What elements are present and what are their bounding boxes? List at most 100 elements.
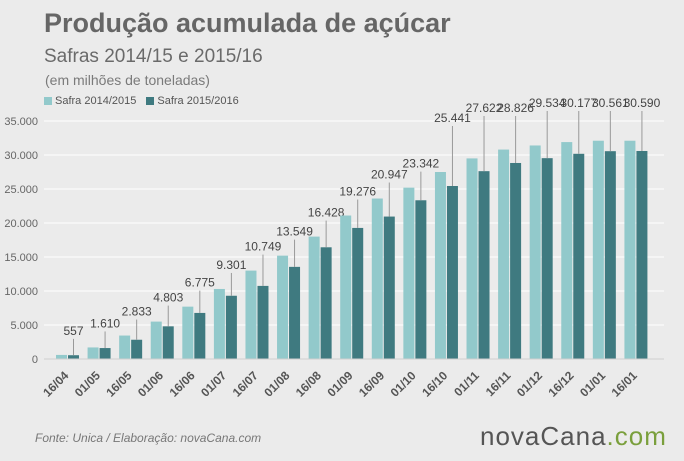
x-tick-label: 16/07 — [230, 368, 261, 399]
x-tick-label: 16/09 — [356, 368, 387, 399]
x-tick-label: 16/10 — [419, 368, 450, 399]
data-label: 30.590 — [624, 96, 661, 110]
y-tick-label: 35.000 — [4, 116, 38, 128]
bar-series2 — [383, 216, 395, 359]
y-tick-label: 25.000 — [4, 184, 38, 196]
bar-series2 — [257, 285, 269, 359]
x-tick-label: 01/08 — [261, 368, 292, 399]
legend-item-series1: Safra 2014/2015 — [44, 95, 136, 107]
bar-series1 — [466, 158, 478, 359]
x-tick-label: 16/01 — [609, 368, 640, 399]
footer — [0, 410, 684, 461]
data-label: 19.276 — [339, 185, 376, 199]
bar-series1 — [213, 288, 225, 359]
x-tick-label: 01/05 — [72, 368, 103, 399]
chart-card: Produção acumulada de açúcar Safras 2014… — [4, 8, 664, 400]
bar-series2 — [415, 200, 427, 359]
bar-series1 — [403, 187, 415, 359]
x-tick-label: 01/09 — [324, 368, 355, 399]
data-label: 20.947 — [371, 168, 408, 182]
data-label: 10.749 — [245, 240, 282, 254]
bar-series2 — [604, 151, 616, 359]
data-label: 1.610 — [90, 316, 120, 330]
x-tick-label: 16/05 — [103, 368, 134, 399]
bar-series1 — [434, 172, 446, 359]
brand-logo: novaCana.com — [480, 421, 667, 452]
y-tick-label: 0 — [32, 354, 38, 366]
data-label: 27.622 — [466, 101, 503, 115]
legend-swatch-series2 — [146, 97, 155, 105]
y-tick-label: 20.000 — [4, 218, 38, 230]
chart-title: Produção acumulada de açúcar — [44, 8, 451, 38]
bar-series1 — [245, 270, 257, 359]
bar-series1 — [529, 145, 541, 359]
legend-label-series1: Safra 2014/2015 — [55, 95, 137, 107]
x-tick-label: 16/12 — [546, 368, 577, 399]
bar-series2 — [541, 158, 553, 359]
y-tick-label: 30.000 — [4, 150, 38, 162]
data-label: 6.775 — [185, 276, 215, 290]
legend-item-series2: Safra 2015/2016 — [146, 95, 239, 107]
bar-series2 — [99, 348, 111, 359]
data-label: 23.342 — [403, 157, 440, 171]
data-label: 2.833 — [122, 305, 152, 319]
bar-series2 — [320, 247, 332, 359]
bar-series1 — [182, 306, 194, 359]
bar-series1 — [87, 347, 99, 359]
x-tick-label: 16/11 — [483, 368, 514, 399]
bar-series2 — [225, 295, 237, 359]
bar-series2 — [162, 326, 174, 359]
bar-series2 — [446, 186, 458, 359]
data-label: 30.177 — [560, 96, 597, 110]
data-label: 4.803 — [153, 291, 183, 305]
bar-chart: 0 5.000 10.000 15.000 20.000 25.000 30.000 35.0… — [4, 96, 664, 400]
x-tick-label: 16/04 — [40, 368, 71, 399]
x-tick-label: 01/12 — [514, 368, 545, 399]
bar-series2 — [68, 355, 79, 359]
bar-series2 — [289, 266, 301, 359]
bar-series1 — [561, 142, 573, 359]
data-label: 25.441 — [434, 111, 471, 125]
bar-series1 — [119, 335, 131, 359]
bar-series2 — [194, 312, 206, 359]
source-credit: Fonte: Unica / Elaboração: novaCana.com — [35, 431, 262, 445]
data-label: 30.561 — [592, 96, 629, 110]
bar-series2 — [478, 171, 490, 359]
x-tick-label: 16/06 — [167, 368, 198, 399]
y-tick-label: 10.000 — [4, 286, 38, 298]
chart-subtitle: Safras 2014/15 e 2015/16 — [44, 46, 263, 67]
bar-series2 — [131, 339, 143, 359]
y-tick-label: 15.000 — [4, 252, 38, 264]
data-label: 28.826 — [497, 101, 534, 115]
x-tick-label: 01/07 — [198, 368, 229, 399]
bar-series1 — [624, 140, 636, 359]
bar-series1 — [277, 255, 289, 359]
legend-label-series2: Safra 2015/2016 — [157, 95, 239, 107]
data-label: 557 — [63, 324, 83, 338]
data-label: 9.301 — [216, 258, 246, 272]
bar-series1 — [371, 198, 383, 359]
y-tick-label: 5.000 — [10, 320, 38, 332]
data-label: 16.428 — [308, 206, 345, 220]
data-label: 13.549 — [276, 225, 313, 239]
bar-series1 — [592, 140, 604, 359]
legend-swatch-series1 — [44, 97, 52, 105]
brand-name: novaCana — [480, 421, 607, 451]
unit-note: (em milhões de toneladas) — [45, 72, 210, 88]
bar-series1 — [308, 236, 320, 359]
data-label: 29.534 — [529, 96, 566, 110]
x-tick-label: 16/08 — [293, 368, 324, 399]
x-tick-label: 01/06 — [135, 368, 166, 399]
bar-series2 — [352, 227, 364, 359]
bar-series2 — [573, 153, 585, 359]
bar-series1 — [56, 354, 67, 359]
bar-series1 — [498, 149, 510, 359]
x-tick-label: 01/10 — [388, 368, 419, 399]
brand-suffix: .com — [606, 421, 667, 451]
bar-series1 — [340, 215, 352, 359]
bar-series1 — [150, 321, 162, 359]
x-tick-label: 01/11 — [451, 368, 482, 399]
chart-legend: Safra 2014/2015 Safra 2015/2016 — [44, 95, 239, 107]
bar-series2 — [636, 150, 648, 359]
bar-series2 — [510, 162, 522, 359]
